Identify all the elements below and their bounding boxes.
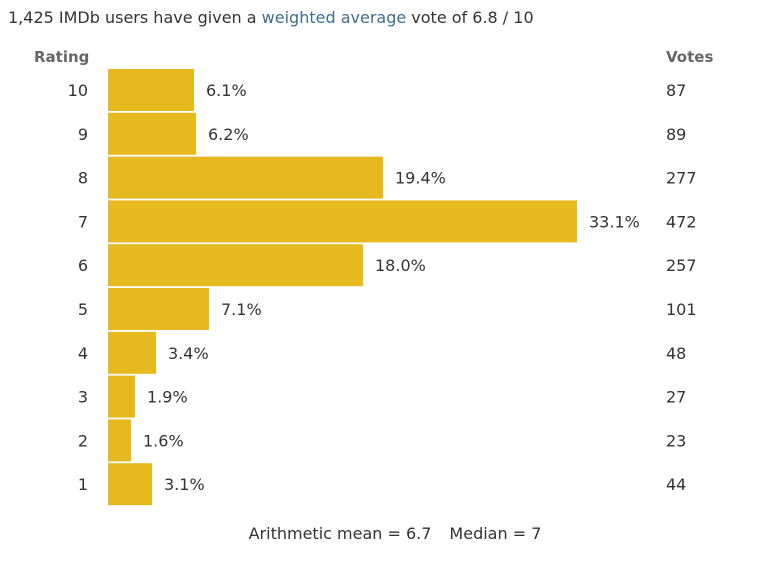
rating-label: 10 [68, 81, 88, 100]
rating-stats-footer: Arithmetic mean = 6.7 Median = 7 [0, 524, 773, 543]
rating-label: 3 [78, 388, 88, 407]
weighted-average-link[interactable]: weighted average [261, 8, 407, 27]
rating-label: 8 [78, 169, 88, 188]
rating-column-header: Rating [34, 48, 90, 66]
percent-label: 18.0% [375, 256, 426, 275]
percent-label: 3.1% [164, 475, 205, 494]
percent-label: 1.9% [147, 388, 188, 407]
percent-label: 6.1% [206, 81, 247, 100]
rating-label: 4 [78, 344, 88, 363]
rating-summary: 1,425 IMDb users have given a weighted a… [8, 8, 534, 27]
votes-count: 27 [666, 388, 686, 407]
rating-bar [108, 200, 577, 243]
votes-count: 472 [666, 212, 697, 231]
percent-label: 7.1% [221, 300, 262, 319]
percent-label: 19.4% [395, 169, 446, 188]
summary-prefix: 1,425 IMDb users have given a [8, 8, 262, 27]
votes-count: 44 [666, 475, 686, 494]
arithmetic-mean: Arithmetic mean = 6.7 [248, 524, 432, 543]
votes-count: 23 [666, 431, 686, 450]
median: Median = 7 [449, 524, 542, 543]
percent-label: 6.2% [208, 125, 249, 144]
rating-bar [108, 331, 156, 374]
votes-column-header: Votes [666, 48, 714, 66]
votes-count: 101 [666, 300, 697, 319]
votes-count: 257 [666, 256, 697, 275]
summary-suffix: vote of 6.8 / 10 [406, 8, 534, 27]
rating-label: 1 [78, 475, 88, 494]
percent-label: 33.1% [589, 212, 640, 231]
rating-bar [108, 244, 363, 287]
rating-label: 2 [78, 431, 88, 450]
votes-count: 89 [666, 125, 686, 144]
rating-bar [108, 419, 131, 462]
votes-count: 277 [666, 169, 697, 188]
rating-bar [108, 288, 209, 330]
votes-count: 87 [666, 81, 686, 100]
votes-count: 48 [666, 344, 686, 363]
rating-bar [108, 463, 152, 506]
rating-bar [108, 69, 194, 111]
rating-bar [108, 112, 196, 155]
rating-bar [108, 375, 135, 418]
rating-label: 5 [78, 300, 88, 319]
percent-label: 1.6% [143, 431, 184, 450]
rating-bar [108, 156, 383, 199]
percent-label: 3.4% [168, 344, 209, 363]
rating-label: 9 [78, 125, 88, 144]
rating-label: 7 [78, 212, 88, 231]
rating-label: 6 [78, 256, 88, 275]
